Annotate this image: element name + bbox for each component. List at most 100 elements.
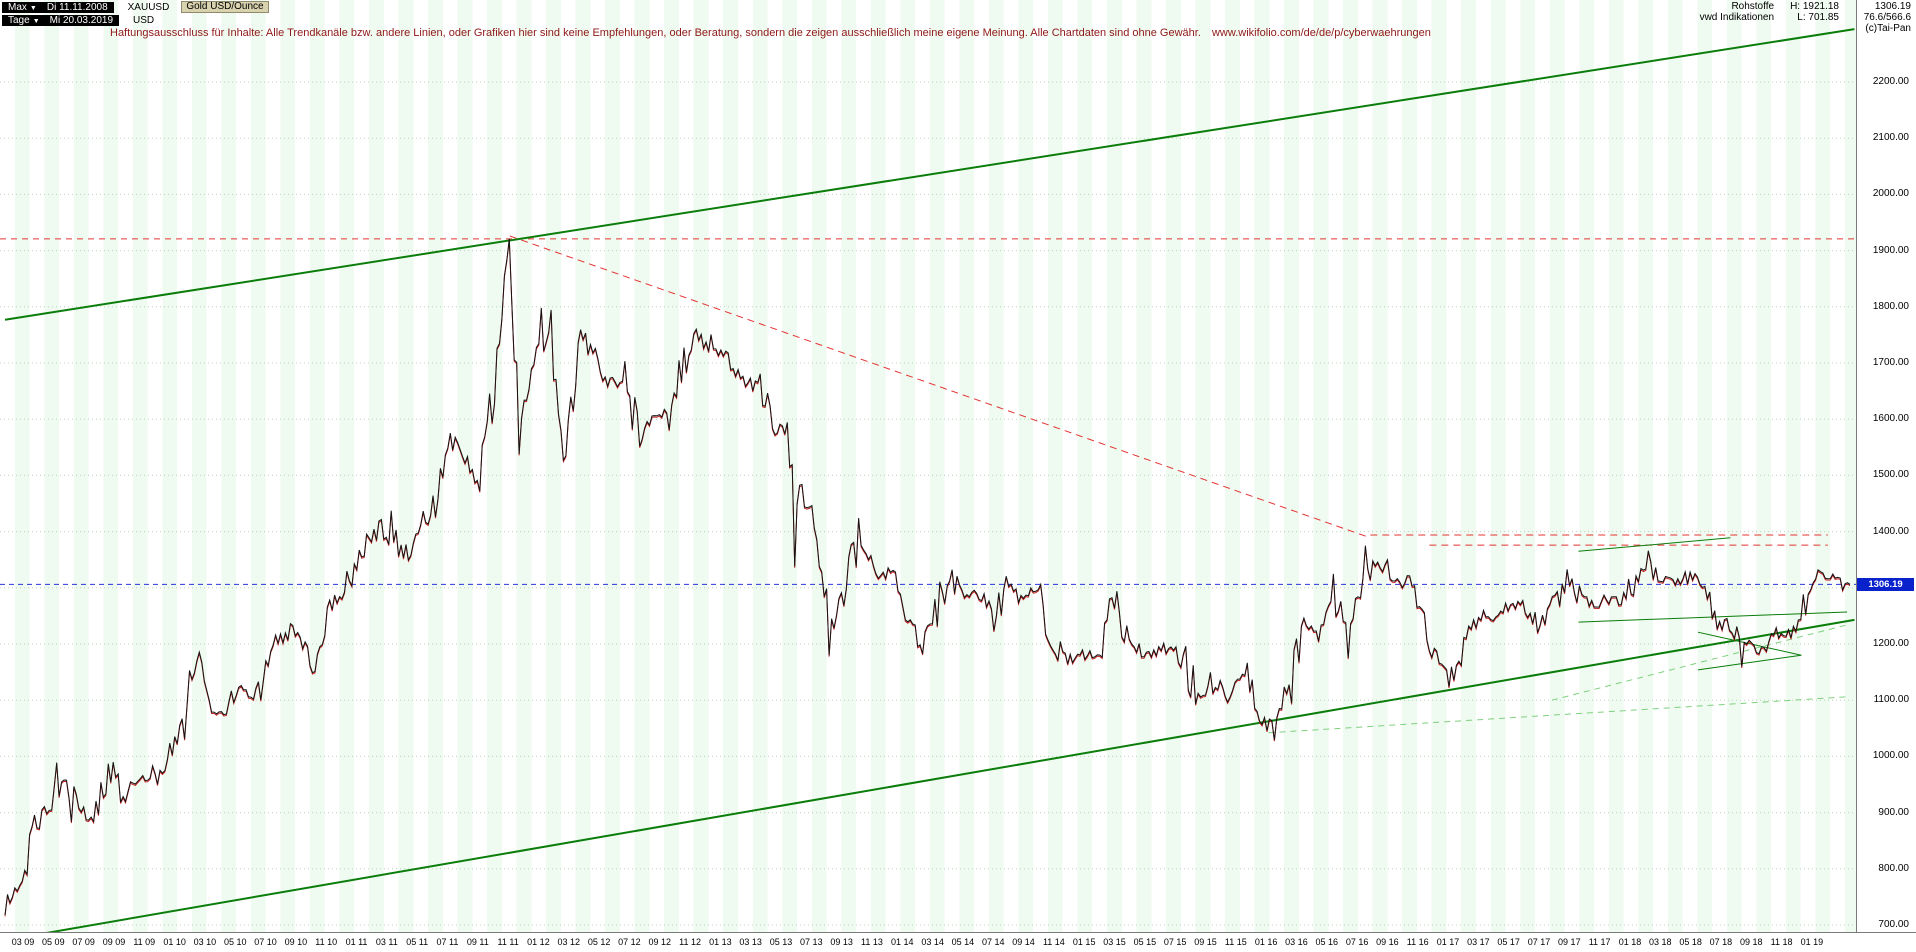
y-axis-label: 1200.00	[1872, 638, 1909, 649]
last-price-badge: 1306.19	[1857, 577, 1914, 591]
x-axis-label: 05 09	[42, 937, 65, 947]
time-axis[interactable]: 03 09 05 09 07 09 09 09 11 09 01 10 03 10 05 10…	[0, 932, 1916, 952]
x-axis-label: 03 12	[557, 937, 581, 947]
low-value: L: 701.85	[1797, 12, 1839, 23]
x-axis-label: 07 10	[254, 937, 277, 947]
x-axis-label: 11 09	[133, 937, 156, 947]
downtrend-from-ath-trendline	[509, 235, 1371, 539]
quote-source-label: vwd Indikationen	[1699, 12, 1775, 23]
header-row-2: Tage ▼ Mi 20.03.2019 USD	[2, 14, 269, 26]
y-axis-label: 1800.00	[1872, 300, 1909, 312]
x-axis-label: 03 18	[1649, 937, 1672, 947]
x-axis-label: 05 14	[951, 937, 975, 947]
x-axis-label: 09 17	[1558, 937, 1581, 947]
x-axis-label: 11 17	[1588, 937, 1611, 947]
x-axis-label: 09 09	[102, 937, 126, 947]
x-axis-label: 07 11	[436, 937, 459, 947]
x-axis-label: 01 15	[1072, 937, 1096, 947]
x-axis-label: 09 12	[648, 937, 671, 947]
x-axis-label: 11 14	[1042, 937, 1065, 947]
x-axis-label: 09 16	[1376, 937, 1399, 947]
y-axis-label: 800.00	[1878, 862, 1909, 874]
x-axis-label: 03 16	[1285, 937, 1308, 947]
x-axis-label: 03 11	[375, 937, 398, 947]
x-axis-label: 07 14	[981, 937, 1005, 947]
disclaimer-link: www.wikifolio.com/de/de/p/cyberwaehrunge…	[1211, 27, 1431, 39]
range-selector[interactable]: Max ▼	[8, 1, 37, 13]
end-date[interactable]: Mi 20.03.2019	[49, 14, 114, 26]
x-axis-label: 07 18	[1709, 937, 1733, 947]
x-axis-label: 09 14	[1012, 937, 1035, 947]
range-and-start-date-bar: Max ▼ Di 11.11.2008	[2, 1, 114, 13]
wedge-lower-trendline	[1697, 654, 1802, 671]
y-axis-label: 700.00	[1878, 919, 1909, 930]
x-axis-label: 01 14	[891, 937, 914, 947]
chart-canvas	[0, 28, 1856, 932]
x-axis-label: 01 18	[1618, 937, 1642, 947]
period-and-end-date-bar: Tage ▼ Mi 20.03.2019	[2, 14, 120, 26]
y-axis-label: 2000.00	[1872, 188, 1909, 200]
y-axis-label: 1600.00	[1872, 413, 1909, 425]
header-row-1: Max ▼ Di 11.11.2008 XAUUSD Gold USD/Ounce	[2, 1, 269, 13]
x-axis-label: 05 13	[769, 937, 793, 947]
x-axis-label: 07 17	[1527, 937, 1551, 947]
x-axis-label: 07 09	[72, 937, 95, 947]
x-axis-label: 07 13	[800, 937, 823, 947]
price-series-down-days	[4, 240, 1851, 917]
y-axis-label: 1700.00	[1872, 357, 1909, 368]
x-axis-label: 03 13	[739, 937, 762, 947]
x-axis-label: 11 13	[861, 937, 883, 947]
x-axis-label: 01 13	[709, 937, 732, 947]
x-axis-label: 03 10	[193, 937, 217, 947]
x-axis-label: 11 11	[497, 937, 519, 947]
x-axis-label: 11 15	[1224, 937, 1247, 947]
y-axis-label: 2200.00	[1872, 76, 1909, 87]
chart-header-right: Rohstoffe H: 1921.18 1306.19 vwd Indikat…	[1700, 1, 1911, 34]
wedge-upper-trendline	[1697, 631, 1802, 656]
y-axis-label: 1000.00	[1872, 750, 1909, 762]
x-axis-label: 03 09	[11, 937, 35, 947]
dropdown-arrow-icon: ▼	[29, 4, 37, 12]
instrument-name-field[interactable]: Gold USD/Ounce	[181, 1, 269, 13]
high-value: H: 1921.18	[1790, 1, 1839, 12]
x-axis-label: 09 15	[1194, 937, 1217, 947]
x-axis-label: 01 16	[1254, 937, 1278, 947]
y-axis-label: 1100.00	[1873, 694, 1909, 706]
x-axis-label: 01 10	[163, 937, 186, 947]
price-axis[interactable]: 2200.00 2100.00 2000.00 1900.00 1800.00 1700.…	[1856, 0, 1916, 932]
x-axis-label: 11 12	[679, 937, 701, 947]
copyright-label: (c)Tai-Pan	[1865, 23, 1911, 34]
y-axis-label: 1500.00	[1872, 469, 1909, 481]
chart-plot-area[interactable]	[0, 0, 1856, 932]
y-axis-label: 900.00	[1878, 806, 1909, 818]
x-axis-label: 11 18	[1770, 937, 1793, 947]
x-axis-label: 05 12	[587, 937, 611, 947]
lower-channel-trendline	[46, 618, 1855, 932]
x-axis-label: 03 17	[1467, 937, 1490, 947]
x-axis-label: 05 17	[1497, 937, 1520, 947]
disclaimer-text: Haftungsausschluss für Inhalte: Alle Tre…	[110, 27, 1431, 39]
chart-header-left: Max ▼ Di 11.11.2008 XAUUSD Gold USD/Ounce…	[2, 1, 269, 27]
period-selector[interactable]: Tage ▼	[8, 14, 40, 26]
x-axis-label: 05 16	[1315, 937, 1339, 947]
price-series	[4, 238, 1851, 915]
x-axis-label: 11 16	[1406, 937, 1429, 947]
support-dashed-long-trendline	[1268, 696, 1848, 734]
x-axis-label: 01 17	[1436, 937, 1460, 947]
x-axis-label: 09 11	[466, 937, 489, 947]
start-date[interactable]: Di 11.11.2008	[46, 1, 108, 13]
x-axis-label: 01 11	[345, 937, 368, 947]
symbol-label: XAUUSD	[127, 1, 170, 13]
x-axis-label: 09 13	[830, 937, 853, 947]
x-axis-label: 01 12	[527, 937, 550, 947]
last-price-text: 1306.19	[1874, 1, 1911, 12]
support-dashed-steep-trendline	[1551, 624, 1848, 701]
x-axis-label: 05 18	[1679, 937, 1702, 947]
x-axis-label: 05 10	[223, 937, 247, 947]
minor-resistance-2018-trendline	[1578, 537, 1731, 552]
upper-channel-trendline	[4, 28, 1855, 321]
dropdown-arrow-icon: ▼	[32, 17, 40, 25]
x-axis-label: 07 12	[618, 937, 641, 947]
x-axis-label: 07 16	[1345, 937, 1369, 947]
x-axis-label: 11 10	[315, 937, 338, 947]
